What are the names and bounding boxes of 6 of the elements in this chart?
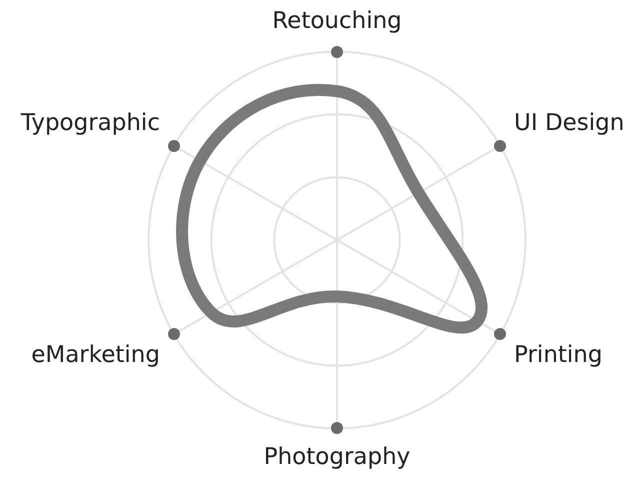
spoke-label: Typographic (20, 110, 160, 136)
spoke-label: UI Design (514, 110, 624, 136)
spoke-label: Retouching (272, 8, 402, 34)
spoke-label: Printing (514, 342, 602, 368)
spoke-label: eMarketing (31, 342, 160, 368)
spoke-label: Photography (264, 444, 410, 470)
